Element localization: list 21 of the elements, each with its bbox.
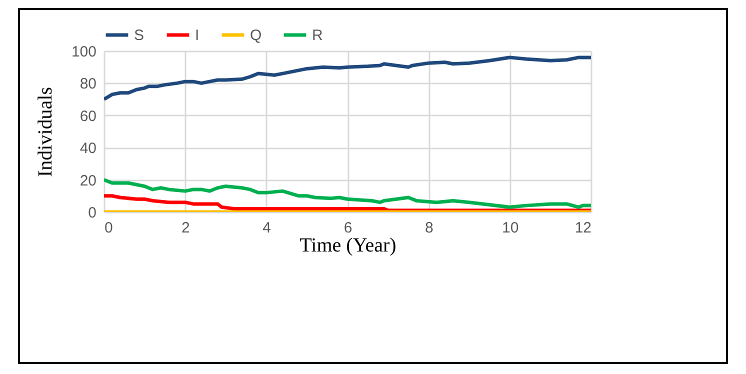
y-tick-label: 40 bbox=[80, 140, 96, 158]
y-tick-label: 60 bbox=[80, 108, 96, 125]
x-tick-label: 0 bbox=[104, 220, 113, 236]
x-axis-title: Time (Year) bbox=[300, 234, 396, 256]
legend-label: I bbox=[195, 27, 200, 44]
y-tick-label: 80 bbox=[80, 76, 96, 93]
y-tick-label: 100 bbox=[71, 44, 96, 60]
legend-label: S bbox=[134, 27, 144, 44]
line-series bbox=[104, 178, 591, 209]
x-tick-label: 10 bbox=[502, 220, 519, 236]
legend-label: R bbox=[312, 27, 323, 44]
x-tick-label: 12 bbox=[574, 220, 592, 236]
y-tick-label: 20 bbox=[80, 172, 96, 190]
line-series bbox=[104, 56, 591, 102]
y-tick-label: 0 bbox=[88, 204, 96, 222]
y-axis-title: Individuals bbox=[34, 86, 56, 177]
legend-label: Q bbox=[250, 27, 262, 44]
x-tick-label: 8 bbox=[424, 220, 434, 236]
x-tick-label: 2 bbox=[181, 220, 190, 236]
x-tick-label: 4 bbox=[262, 220, 272, 236]
x-tick-label: 6 bbox=[344, 220, 352, 236]
